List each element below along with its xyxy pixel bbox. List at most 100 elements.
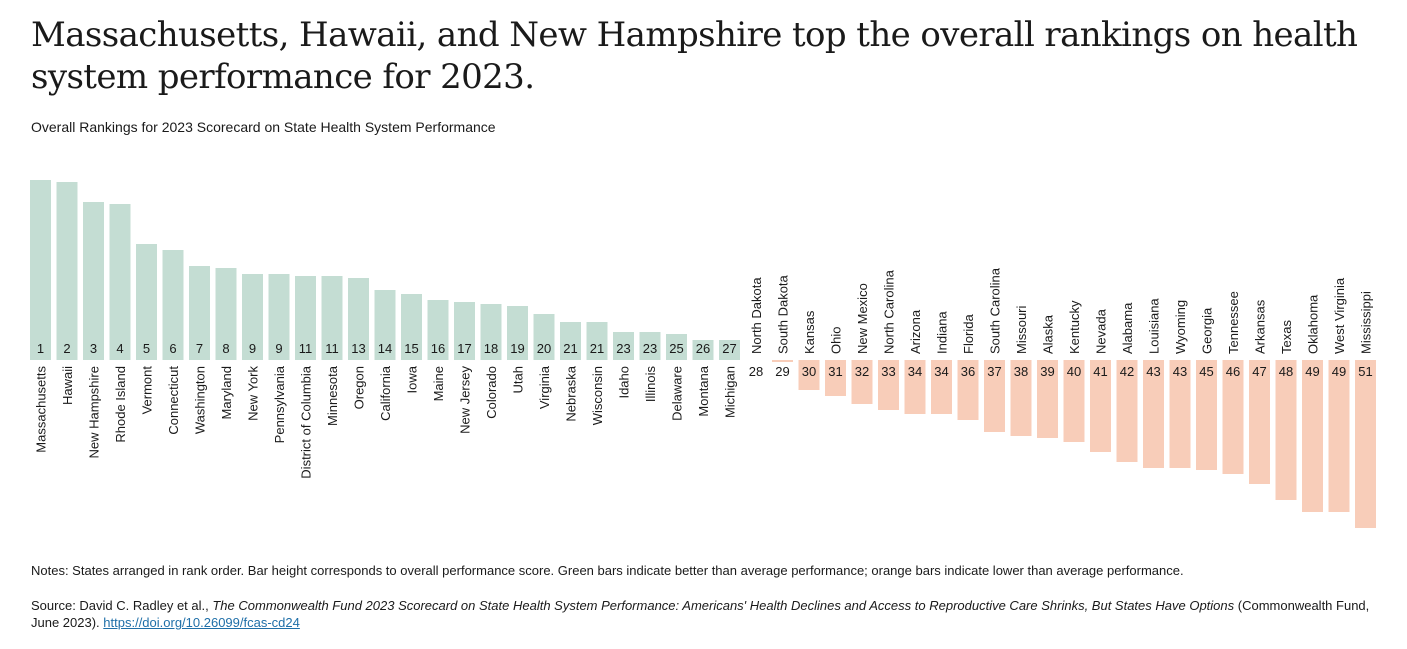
bar-nebraska xyxy=(560,322,581,360)
rank-label: 23 xyxy=(643,341,657,356)
rank-label: 14 xyxy=(378,341,392,356)
bar-south-dakota xyxy=(772,360,793,362)
bar-arizona xyxy=(904,360,926,414)
rank-label: 11 xyxy=(325,341,339,356)
source-doi-link[interactable]: https://doi.org/10.26099/fcas-cd24 xyxy=(103,615,300,630)
rank-label: 11 xyxy=(299,341,313,356)
bar-mississippi xyxy=(1355,360,1376,528)
rank-label: 9 xyxy=(275,341,282,356)
state-label: North Dakota xyxy=(749,277,764,354)
state-label: Oregon xyxy=(352,366,367,409)
bar-texas xyxy=(1275,360,1297,500)
bar-vermont xyxy=(136,244,157,360)
rank-label: 33 xyxy=(881,364,895,379)
bar-rhode-island xyxy=(109,204,131,360)
rank-label: 1 xyxy=(37,341,44,356)
rank-label: 30 xyxy=(802,364,816,379)
state-label: Virginia xyxy=(537,365,552,409)
bar-massachusetts xyxy=(30,180,51,360)
rank-label: 49 xyxy=(1305,364,1319,379)
bar-west-virginia xyxy=(1328,360,1350,512)
rank-label: 17 xyxy=(457,341,471,356)
rank-label: 29 xyxy=(775,364,789,379)
bar-utah xyxy=(507,306,528,360)
bar-louisiana xyxy=(1143,360,1164,468)
state-label: Delaware xyxy=(670,366,685,421)
state-label: Maine xyxy=(431,366,446,401)
rank-label: 27 xyxy=(722,341,736,356)
bar-illinois xyxy=(639,332,661,360)
bar-alaska xyxy=(1037,360,1058,438)
state-label: Florida xyxy=(961,313,976,354)
bar-idaho xyxy=(613,332,634,360)
bar-kansas xyxy=(798,360,820,390)
bar-colorado xyxy=(480,304,502,360)
bar-south-carolina xyxy=(984,360,1005,432)
rank-label: 23 xyxy=(616,341,630,356)
rank-label: 7 xyxy=(196,341,203,356)
rank-label: 41 xyxy=(1093,364,1107,379)
rank-label: 42 xyxy=(1120,364,1134,379)
rank-label: 8 xyxy=(222,341,229,356)
bar-pennsylvania xyxy=(268,274,290,360)
state-label: Wyoming xyxy=(1173,300,1188,354)
state-label: Georgia xyxy=(1200,307,1215,354)
bar-minnesota xyxy=(321,276,343,360)
bar-alabama xyxy=(1116,360,1138,462)
state-label: Minnesota xyxy=(325,365,340,426)
state-label: New York xyxy=(246,366,261,421)
state-label: West Virginia xyxy=(1332,277,1347,354)
rank-label: 37 xyxy=(987,364,1001,379)
rank-label: 49 xyxy=(1332,364,1346,379)
chart-notes: Notes: States arranged in rank order. Ba… xyxy=(31,563,1184,578)
state-label: Pennsylvania xyxy=(272,365,287,443)
rank-label: 34 xyxy=(934,364,948,379)
rank-label: 6 xyxy=(169,341,176,356)
rank-label: 39 xyxy=(1040,364,1054,379)
state-label: Kansas xyxy=(802,310,817,354)
bar-new-hampshire xyxy=(83,202,104,360)
state-label: Oklahoma xyxy=(1306,294,1321,354)
state-label: South Dakota xyxy=(776,274,791,354)
bar-wisconsin xyxy=(586,322,608,360)
chart-title: Massachusetts, Hawaii, and New Hampshire… xyxy=(31,15,1358,97)
rank-label: 25 xyxy=(669,341,683,356)
source-prefix: Source: David C. Radley et al., xyxy=(31,598,213,613)
rank-label: 32 xyxy=(855,364,869,379)
state-label: South Carolina xyxy=(988,267,1003,354)
chart-source: Source: David C. Radley et al., The Comm… xyxy=(31,597,1381,631)
bar-california xyxy=(374,290,396,360)
rank-label: 18 xyxy=(484,341,498,356)
rank-label: 16 xyxy=(431,341,445,356)
bar-delaware xyxy=(666,334,687,360)
state-label: Nevada xyxy=(1094,308,1109,354)
bar-new-jersey xyxy=(454,302,475,360)
state-label: Mississippi xyxy=(1359,291,1374,354)
state-label: Ohio xyxy=(829,327,844,354)
bar-maryland xyxy=(215,268,237,360)
rank-label: 43 xyxy=(1146,364,1160,379)
state-label: Indiana xyxy=(935,311,950,354)
state-label: Idaho xyxy=(617,366,632,399)
state-label: Utah xyxy=(511,366,526,393)
state-label: California xyxy=(378,365,393,421)
bar-indiana xyxy=(931,360,952,414)
bar-new-york xyxy=(242,274,263,360)
rank-label: 20 xyxy=(537,341,551,356)
state-label: Tennessee xyxy=(1226,291,1241,354)
rank-label: 43 xyxy=(1173,364,1187,379)
rank-label: 21 xyxy=(590,341,604,356)
rank-label: 47 xyxy=(1252,364,1266,379)
bar-chart: 1 Massachusetts 2 Hawaii 3 New Hampshire 4 Rhod… xyxy=(30,180,1376,528)
rank-label: 34 xyxy=(908,364,922,379)
rank-label: 21 xyxy=(563,341,577,356)
bar-michigan xyxy=(719,340,740,360)
rank-label: 2 xyxy=(63,341,70,356)
bar-north-carolina xyxy=(878,360,899,410)
state-label: Missouri xyxy=(1014,305,1029,354)
bar-virginia xyxy=(533,314,555,360)
state-label: Illinois xyxy=(643,366,658,403)
state-label: Connecticut xyxy=(166,366,181,435)
state-label: Nebraska xyxy=(564,365,579,421)
bar-oregon xyxy=(348,278,369,360)
